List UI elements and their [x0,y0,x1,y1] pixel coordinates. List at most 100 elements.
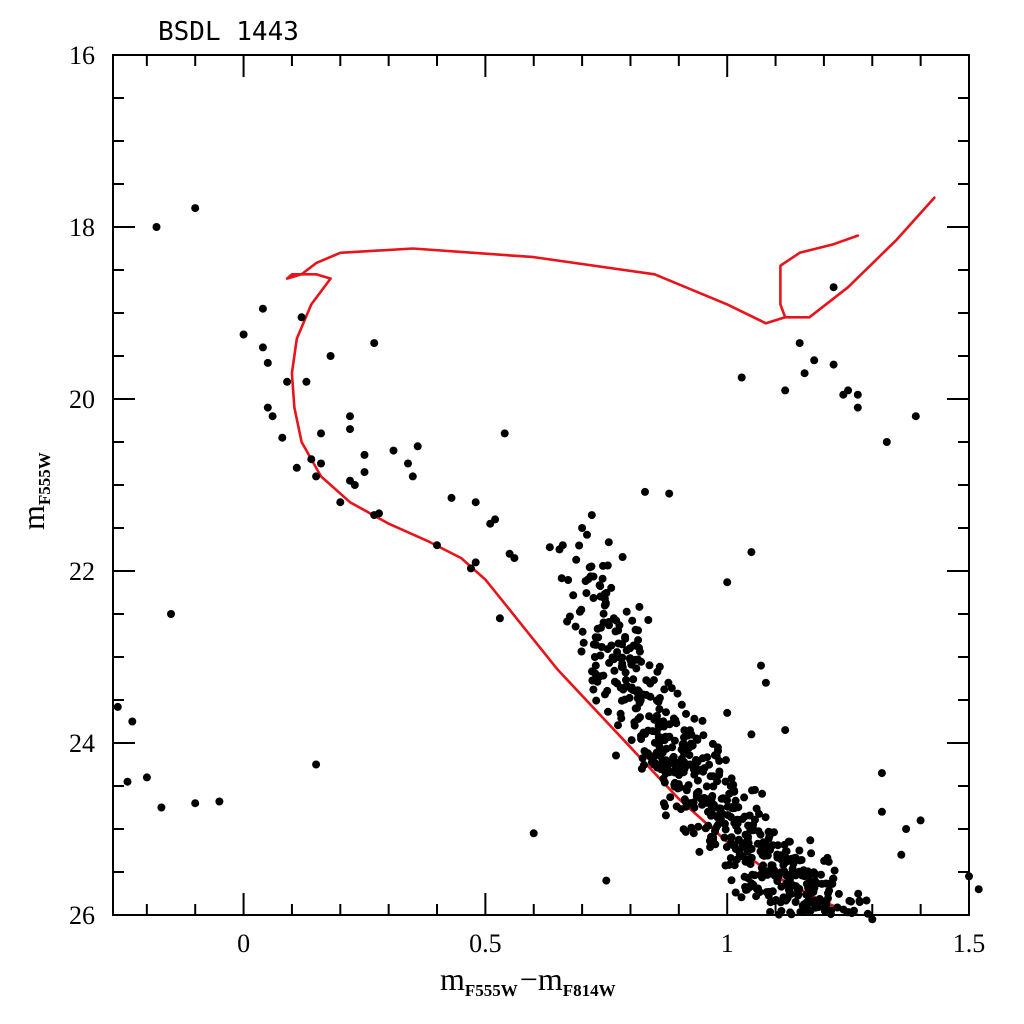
data-point [661,769,670,778]
data-point [692,789,701,798]
y-axis-label-sub: F555W [35,452,54,505]
data-point [350,481,359,489]
data-point [557,574,566,583]
data-point [258,304,267,313]
data-point [721,861,730,870]
axis-ticks [113,54,970,916]
data-point [713,777,722,786]
data-point [618,659,627,668]
data-point [708,804,717,813]
data-point [627,660,636,669]
data-point [613,648,622,657]
data-point [680,726,689,735]
x-tick-label: 0 [237,929,250,958]
data-point [665,720,674,729]
data-point [726,854,735,863]
data-point [564,576,573,584]
data-point [756,830,765,839]
data-point [612,616,621,625]
data-point [735,850,744,859]
data-point [589,594,598,602]
data-point [765,831,774,840]
isochrone-layer [285,196,937,917]
data-point [755,809,763,818]
data-point [654,733,663,742]
data-point [781,726,790,735]
data-point [302,377,311,386]
data-point [577,647,586,656]
x-axis-label-main: m [440,961,465,997]
data-point [610,677,619,686]
data-point [113,702,122,711]
data-point [690,803,699,812]
data-point [862,896,871,905]
data-point [699,799,708,808]
data-point [690,714,699,723]
data-point [779,861,788,870]
data-point [704,821,713,830]
data-point [263,358,272,367]
data-point [747,548,756,557]
data-point [800,369,809,378]
data-point [655,705,664,714]
data-point [641,487,649,496]
data-point [817,896,826,905]
data-point [587,511,596,520]
data-point [760,851,769,860]
isochrone-line [285,196,937,917]
data-point [646,692,655,701]
data-point [829,874,838,883]
data-point [807,849,816,858]
data-point [745,811,754,820]
data-point [797,856,806,864]
data-point [292,463,301,472]
data-point [788,868,797,877]
data-point [659,717,668,726]
data-point [827,906,836,915]
data-point [607,583,616,592]
data-point [712,823,721,832]
data-point [618,553,627,561]
data-point [661,802,669,811]
data-point [510,554,519,563]
data-point [123,777,132,786]
data-point [167,610,175,618]
data-point [258,343,267,352]
data-point [744,839,753,848]
data-point [730,842,739,850]
data-point [811,870,820,879]
data-point [790,854,799,863]
data-point [555,545,564,554]
data-point [604,707,612,716]
data-point [737,373,746,382]
x-axis-label-sub2: F814W [563,981,616,1000]
data-point [721,756,730,765]
data-point [642,749,651,758]
data-point [283,377,292,386]
data-point [635,647,644,656]
data-point [727,876,736,885]
data-point [829,283,838,292]
data-point [868,915,877,924]
data-point [699,731,708,740]
data-point [649,676,658,685]
data-point [916,816,925,825]
data-point [673,784,682,793]
data-point [268,412,277,421]
data-point [471,498,480,507]
data-point [670,736,679,745]
chart-title: BSDL 1443 [158,17,299,47]
data-point [726,813,735,821]
data-point [579,638,588,647]
data-point [629,675,638,684]
data-point [375,509,383,518]
data-point [297,313,306,322]
data-point [783,894,791,903]
y-tick-label: 20 [69,385,95,414]
data-point [798,901,807,910]
data-point [642,676,651,685]
data-point [278,433,287,442]
data-point [671,758,680,767]
data-point [854,889,863,898]
data-point [600,590,609,599]
